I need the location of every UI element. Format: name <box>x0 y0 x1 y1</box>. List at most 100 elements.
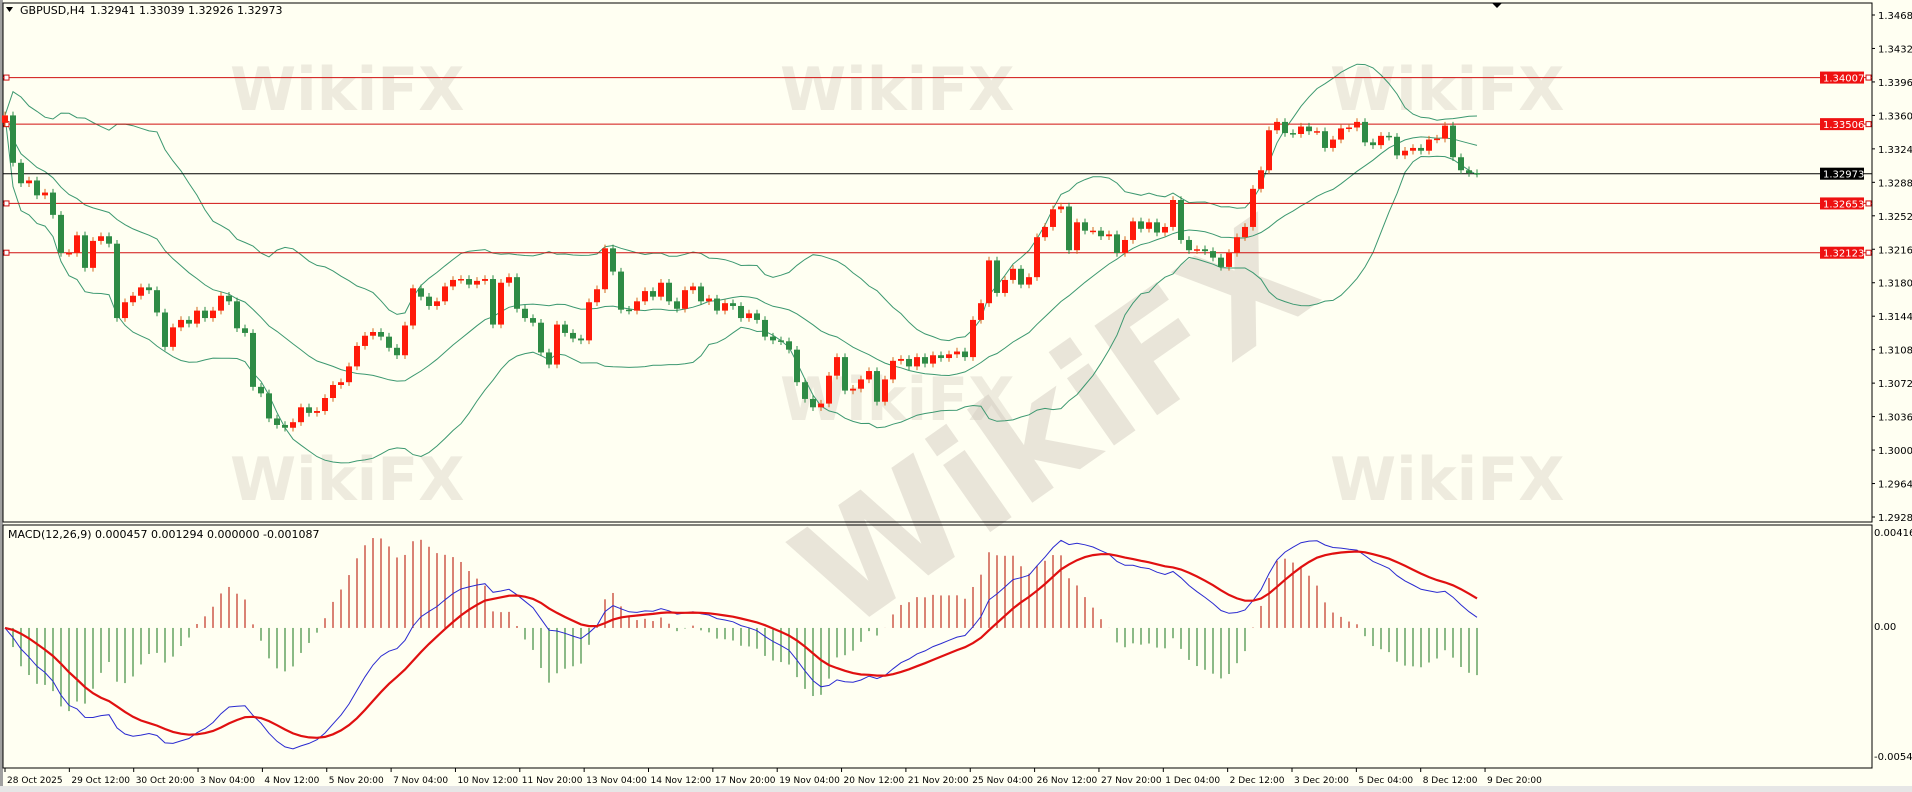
candle-body <box>834 357 840 376</box>
candle-body <box>1186 239 1192 251</box>
candle <box>578 334 584 345</box>
candle-body <box>114 243 120 319</box>
bollinger-middle-band <box>4 115 1478 382</box>
macd-signal-line <box>4 550 1478 739</box>
candle-body <box>722 303 728 311</box>
candle-body <box>754 313 760 320</box>
price-panel[interactable]: 1.34007 1.33506 1.32653 1.32123 1.32973 <box>2 2 1873 523</box>
candle <box>610 244 616 276</box>
candle-body <box>1010 268 1016 280</box>
candle-body <box>1370 142 1376 146</box>
candle <box>1050 205 1056 231</box>
bottom-scrollbar[interactable] <box>0 786 1912 792</box>
candle-body <box>218 295 224 311</box>
price-axis-label: 1.29640 <box>1878 480 1912 491</box>
candle-body <box>826 375 832 404</box>
time-axis-label: 29 Oct 12:00 <box>71 776 130 786</box>
candle <box>306 403 312 417</box>
candle <box>562 320 568 337</box>
candle <box>1458 153 1464 174</box>
level-handle-left[interactable] <box>3 249 10 256</box>
level-price-label: 1.33506 <box>1823 120 1864 131</box>
candle-body <box>1314 131 1320 133</box>
candle-body <box>1122 239 1128 253</box>
time-axis-label: 11 Nov 20:00 <box>522 776 583 786</box>
candle-body <box>82 235 88 268</box>
time-axis-label: 3 Dec 20:00 <box>1294 776 1349 786</box>
candle-body <box>650 291 656 297</box>
candle-body <box>698 286 704 302</box>
candle <box>690 282 696 294</box>
macd-panel[interactable] <box>2 524 1873 769</box>
candle-body <box>1138 221 1144 229</box>
candle <box>10 111 16 167</box>
time-axis-label: 5 Nov 20:00 <box>329 776 384 786</box>
candle-body <box>1082 222 1088 231</box>
candle <box>778 336 784 346</box>
candle-body <box>1410 147 1416 151</box>
symbol-label: GBPUSD,H4 <box>20 4 85 17</box>
chart-shift-marker-icon[interactable] <box>1492 3 1502 8</box>
time-axis-label: 10 Nov 12:00 <box>457 776 518 786</box>
candle <box>314 407 320 417</box>
level-handle-right[interactable] <box>1865 121 1872 128</box>
time-axis-label: 9 Dec 20:00 <box>1487 776 1542 786</box>
candle-body <box>1394 136 1400 156</box>
candle-body <box>1130 221 1136 240</box>
candle <box>338 378 344 389</box>
candle-body <box>1114 234 1120 253</box>
watermark-text: WikiFX <box>230 445 464 515</box>
candle <box>1082 218 1088 235</box>
candle <box>1466 166 1472 177</box>
level-handle-left[interactable] <box>3 74 10 81</box>
candle-body <box>186 319 192 324</box>
candle-body <box>666 282 672 302</box>
candle-body <box>786 341 792 350</box>
candle <box>834 353 840 380</box>
current-price-label: 1.32973 <box>1823 170 1864 181</box>
watermark-text: WikiFX <box>1330 55 1564 125</box>
candle-body <box>178 319 184 328</box>
level-price-tag <box>1820 197 1864 210</box>
candle-body <box>882 379 888 402</box>
candle-body <box>34 180 40 196</box>
candle <box>130 292 136 306</box>
level-handle-left[interactable] <box>3 200 10 207</box>
candle <box>1314 127 1320 135</box>
candle <box>922 353 928 368</box>
candle-body <box>898 358 904 361</box>
candle-body <box>306 407 312 413</box>
candle <box>754 309 760 324</box>
candle-body <box>1474 173 1480 175</box>
candle-body <box>610 248 616 272</box>
collapse-triangle-icon[interactable] <box>6 7 13 12</box>
candle-body <box>866 371 872 380</box>
watermark-text: WikiFX <box>230 55 464 125</box>
candle-body <box>378 332 384 337</box>
candle-body <box>962 351 968 358</box>
candle <box>322 394 328 415</box>
candle <box>850 384 856 395</box>
candle-body <box>1154 222 1160 233</box>
level-price-label: 1.32123 <box>1823 249 1864 260</box>
candle <box>514 273 520 313</box>
time-axis-label: 5 Dec 04:00 <box>1358 776 1413 786</box>
level-handle-right[interactable] <box>1865 249 1872 256</box>
candle <box>450 276 456 291</box>
candle <box>1146 218 1152 233</box>
candle <box>986 256 992 307</box>
candle-body <box>1386 135 1392 138</box>
candle <box>642 287 648 306</box>
time-axis-label: 25 Nov 04:00 <box>972 776 1033 786</box>
level-handle-right[interactable] <box>1865 200 1872 207</box>
level-handle-right[interactable] <box>1865 74 1872 81</box>
candle-body <box>1178 199 1184 240</box>
candle <box>1074 218 1080 254</box>
candle <box>1290 129 1296 138</box>
candle <box>842 353 848 395</box>
candle <box>74 231 80 257</box>
candle <box>1322 127 1328 152</box>
candle <box>1194 245 1200 254</box>
